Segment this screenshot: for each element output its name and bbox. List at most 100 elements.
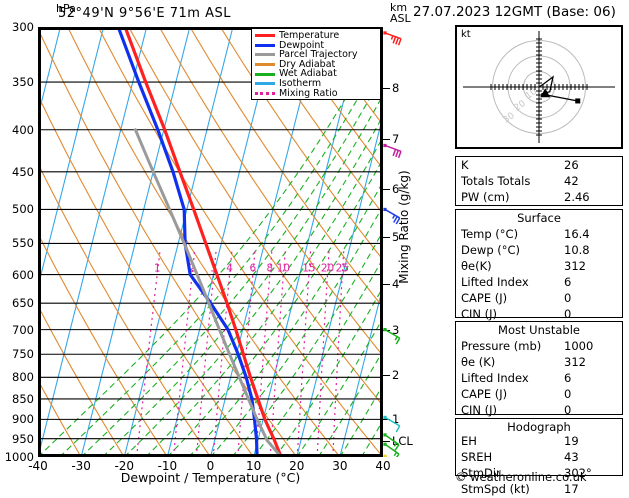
most-unstable-value: 0 xyxy=(564,387,572,401)
hodograph-panel: kt 10 20 30 xyxy=(455,25,623,149)
chart-legend: Temperature Dewpoint Parcel Trajectory Dry … xyxy=(251,28,381,100)
height-tick-label: 5 xyxy=(392,230,400,245)
pressure-tick-label: 600 xyxy=(12,267,34,282)
most-unstable-key: CIN (J) xyxy=(461,403,498,417)
mixing-ratio-label: 8 xyxy=(267,263,274,275)
surface-key: CIN (J) xyxy=(461,307,498,321)
hodograph-stat-value: 17 xyxy=(564,482,579,496)
hodograph-stat-key: SREH xyxy=(461,450,493,464)
height-tick xyxy=(383,88,390,90)
mixing-ratio-label: 15 xyxy=(302,263,315,275)
index-value: 26 xyxy=(564,158,579,172)
legend-swatch-dry-adiabat xyxy=(255,63,275,67)
surface-value: 10.8 xyxy=(564,243,590,257)
pressure-tick-label: 500 xyxy=(12,202,34,217)
legend-item: Isotherm xyxy=(255,79,377,89)
pressure-axis: 300 350 400 450 500 550 600 650 700 750 800 850 900 9… xyxy=(0,0,38,486)
hodograph-stat-value: 302° xyxy=(564,466,592,480)
surface-row: CIN (J) 0 xyxy=(456,307,622,323)
hodograph-stat-value: 19 xyxy=(564,434,579,448)
pressure-tick-label: 750 xyxy=(12,347,34,362)
legend-item: Dewpoint xyxy=(255,41,377,51)
hodograph-stat-key: EH xyxy=(461,434,477,448)
most-unstable-value: 0 xyxy=(564,403,572,417)
hodograph-stat-row: EH 19 xyxy=(456,434,622,450)
profile-parcel-trajectory xyxy=(133,128,283,457)
mixing-ratio-label: 20 xyxy=(321,263,334,275)
surface-value: 6 xyxy=(564,275,572,289)
legend-label: Mixing Ratio xyxy=(279,87,338,99)
most-unstable-key: Pressure (mb) xyxy=(461,339,542,353)
legend-label: Isotherm xyxy=(279,78,322,90)
temperature-tick-label: -30 xyxy=(71,459,91,473)
hodograph-ring-label: 30 xyxy=(502,111,517,126)
date-title: 27.07.2023 12GMT (Base: 06) xyxy=(413,4,616,20)
wind-barb xyxy=(383,143,402,159)
surface-heading: Surface xyxy=(517,211,561,225)
pressure-tick-label: 900 xyxy=(12,412,34,427)
height-tick-label: 8 xyxy=(392,81,400,96)
hodograph-endpoint-marker xyxy=(575,98,581,104)
mixing-ratio-label: 4 xyxy=(226,263,233,275)
temperature-tick-label: 0 xyxy=(206,459,215,473)
surface-value: 0 xyxy=(564,307,572,321)
most-unstable-key: Lifted Index xyxy=(461,371,529,385)
legend-item: Temperature xyxy=(255,31,377,41)
mixing-ratio-label: 1 xyxy=(154,263,161,275)
legend-swatch-wet-adiabat xyxy=(255,72,275,76)
surface-value: 16.4 xyxy=(564,227,590,241)
hodograph-stat-key: StmDir xyxy=(461,466,501,480)
most-unstable-key: θe (K) xyxy=(461,355,496,369)
height-axis-unit-line2: ASL xyxy=(390,12,411,25)
pressure-tick-label: 700 xyxy=(12,322,34,337)
legend-label: Wet Adiabat xyxy=(279,68,337,80)
most-unstable-row: Pressure (mb) 1000 xyxy=(456,339,622,355)
hodograph-ring-label: 20 xyxy=(513,99,528,114)
hodograph-stat-row: StmSpd (kt) 17 xyxy=(456,482,622,498)
temperature-tick-label: 20 xyxy=(289,459,305,473)
x-axis-title: Dewpoint / Temperature (°C) xyxy=(120,470,301,485)
temperature-tick-label: -40 xyxy=(28,459,48,473)
index-row: Totals Totals 42 xyxy=(456,174,622,190)
pressure-tick-label: 850 xyxy=(12,391,34,406)
temperature-tick-label: -20 xyxy=(114,459,135,473)
height-tick-label: 2 xyxy=(392,368,400,383)
surface-key: θe(K) xyxy=(461,259,492,273)
index-value: 42 xyxy=(564,174,579,188)
most-unstable-row: Lifted Index 6 xyxy=(456,371,622,387)
pressure-tick-label: 300 xyxy=(12,20,34,34)
station-title: 52°49'N 9°56'E 71m ASL xyxy=(58,6,231,21)
mixing-ratio-label: 10 xyxy=(277,263,290,275)
lcl-tick xyxy=(383,440,390,442)
surface-row: CAPE (J) 0 xyxy=(456,291,622,307)
index-key: Totals Totals xyxy=(461,174,531,188)
storm-motion-marker xyxy=(540,88,551,98)
hodograph-stat-row: SREH 43 xyxy=(456,450,622,466)
height-tick-label: 7 xyxy=(392,132,400,147)
surface-row: Temp (°C) 16.4 xyxy=(456,227,622,243)
legend-label: Dry Adiabat xyxy=(279,58,336,70)
hodograph-stats-heading: Hodograph xyxy=(507,420,571,434)
wind-barb xyxy=(383,415,401,433)
index-row: K 26 xyxy=(456,158,622,174)
height-tick xyxy=(383,188,390,190)
height-tick-label: 1 xyxy=(392,411,400,426)
temperature-axis: -40 -30 -20 -10 0 10 20 30 40 xyxy=(0,459,420,473)
legend-swatch-parcel-trajectory xyxy=(255,53,275,57)
legend-swatch-temperature xyxy=(255,34,275,38)
most-unstable-row: CIN (J) 0 xyxy=(456,403,622,419)
pressure-axis-unit-label: hPa xyxy=(56,2,76,15)
height-tick xyxy=(383,139,390,141)
surface-panel: Surface Temp (°C) 16.4 Dewp (°C) 10.8 θe(K) 3… xyxy=(455,209,623,321)
legend-item: Mixing Ratio xyxy=(255,89,377,99)
legend-swatch-dewpoint xyxy=(255,43,275,47)
mixing-ratio-label: 2 xyxy=(189,263,196,275)
most-unstable-value: 6 xyxy=(564,371,572,385)
surface-row: Lifted Index 6 xyxy=(456,275,622,291)
pressure-tick-label: 450 xyxy=(12,164,34,179)
legend-item: Parcel Trajectory xyxy=(255,50,377,60)
mixing-ratio-label: 25 xyxy=(336,263,349,275)
index-row: PW (cm) 2.46 xyxy=(456,190,622,206)
hodograph-stat-key: StmSpd (kt) xyxy=(461,482,530,496)
pressure-tick-label: 650 xyxy=(12,296,34,311)
